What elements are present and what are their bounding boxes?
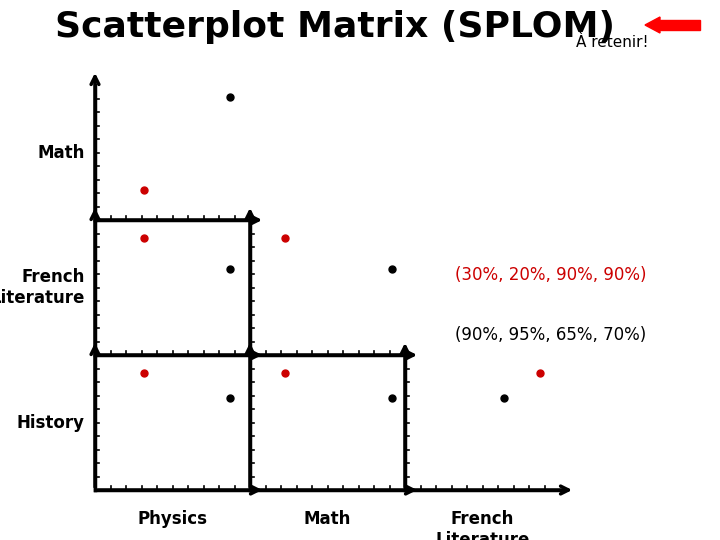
Text: À retenir!: À retenir! <box>575 35 648 50</box>
Text: (90%, 95%, 65%, 70%): (90%, 95%, 65%, 70%) <box>455 326 647 344</box>
Polygon shape <box>645 17 660 33</box>
Text: Math: Math <box>37 144 85 161</box>
Text: (30%, 20%, 90%, 90%): (30%, 20%, 90%, 90%) <box>455 266 647 284</box>
Text: Math: Math <box>304 510 351 528</box>
Text: Physics: Physics <box>138 510 207 528</box>
Text: French
Literature: French Literature <box>0 268 85 307</box>
Polygon shape <box>660 20 700 30</box>
Text: History: History <box>17 414 85 431</box>
Text: French
Literature: French Literature <box>436 510 530 540</box>
Text: Scatterplot Matrix (SPLOM): Scatterplot Matrix (SPLOM) <box>55 10 615 44</box>
